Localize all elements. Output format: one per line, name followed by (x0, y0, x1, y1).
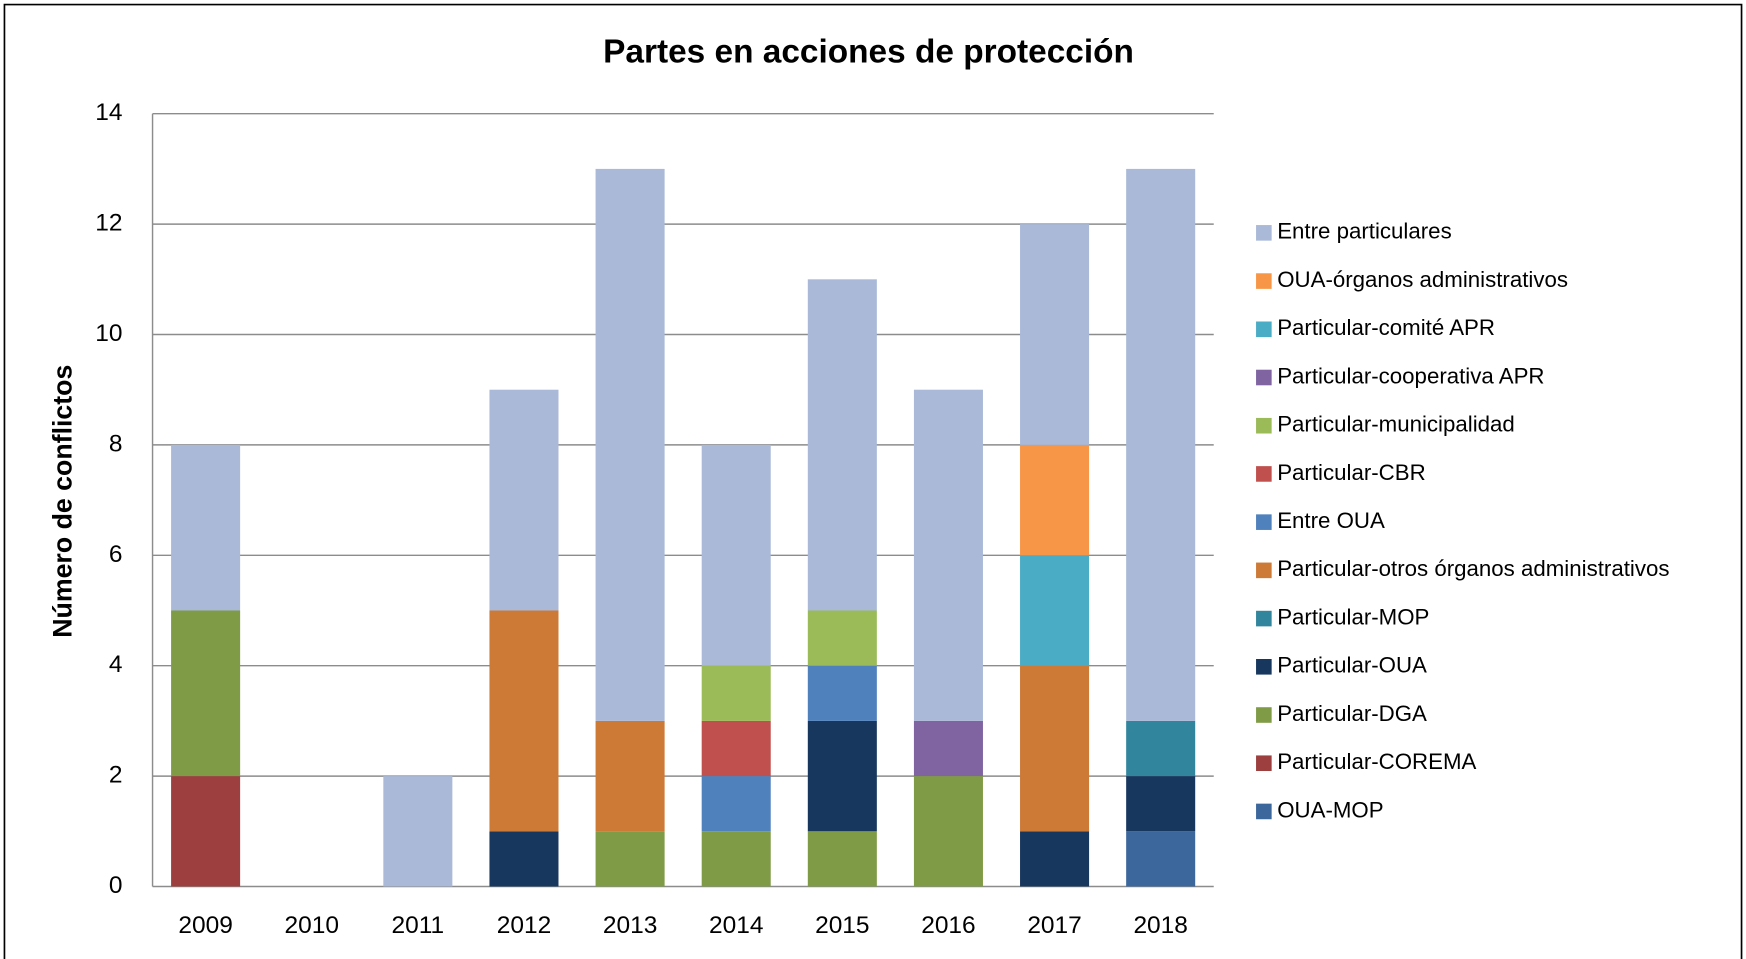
bar-segment (701, 776, 771, 832)
bar-segment (1020, 665, 1090, 832)
bar-segment (1020, 831, 1090, 887)
x-tick-label: 2013 (603, 912, 657, 939)
bar-segment (807, 279, 877, 611)
bar-segment (701, 665, 771, 721)
legend-label: Particular-CBR (1277, 460, 1425, 485)
legend-label: Particular-comité APR (1277, 315, 1495, 340)
x-tick-label: 2011 (392, 912, 445, 939)
legend-label: Particular-cooperativa APR (1277, 363, 1544, 388)
bar-segment (913, 776, 983, 887)
x-tick-label: 2017 (1027, 912, 1081, 939)
legend-label: Entre OUA (1277, 508, 1385, 533)
y-tick-label: 8 (109, 430, 123, 457)
bar-segment (489, 610, 559, 832)
bar-segment (1126, 720, 1196, 777)
legend-swatch (1256, 562, 1272, 579)
bar-segment (595, 168, 665, 721)
legend-label: Particular-COREMA (1277, 749, 1476, 774)
legend-swatch (1256, 514, 1272, 530)
legend-swatch (1256, 755, 1272, 772)
legend-label: Entre particulares (1277, 219, 1452, 244)
x-tick-label: 2014 (709, 912, 763, 939)
bar-segment (913, 389, 983, 721)
legend-swatch (1256, 610, 1272, 627)
bar-segment (1126, 776, 1196, 832)
y-tick-label: 4 (109, 651, 123, 678)
legend-swatch (1256, 225, 1272, 241)
bar-segment (701, 720, 771, 777)
legend-swatch (1256, 707, 1272, 723)
bar-segment (489, 831, 559, 887)
bar-segment (171, 776, 241, 887)
legend-swatch (1256, 658, 1272, 675)
bar-segment (489, 389, 559, 611)
bar-segment (171, 610, 241, 777)
legend-label: Particular-DGA (1277, 701, 1427, 726)
y-tick-label: 6 (109, 541, 123, 568)
y-tick-label: 10 (95, 320, 122, 347)
y-tick-label: 12 (95, 210, 122, 237)
y-axis-label: Número de conflictos (48, 365, 78, 638)
bar-segment (1020, 555, 1090, 666)
legend-swatch (1256, 369, 1272, 386)
y-tick-label: 14 (95, 99, 122, 126)
bar-segment (807, 720, 877, 832)
y-tick-label: 0 (109, 872, 123, 899)
bar-segment (595, 831, 665, 887)
bar-segment (913, 720, 983, 777)
legend-label: OUA-MOP (1277, 797, 1383, 822)
legend-swatch (1256, 417, 1272, 434)
legend-label: Particular-municipalidad (1277, 412, 1515, 437)
bar-segment (701, 831, 771, 887)
legend-swatch (1256, 273, 1272, 289)
x-tick-label: 2009 (178, 912, 232, 939)
bar-segment (171, 444, 241, 611)
x-tick-label: 2015 (815, 912, 869, 939)
x-tick-label: 2012 (497, 912, 551, 939)
chart-title: Partes en acciones de protección (603, 33, 1134, 70)
bar-segment (383, 776, 453, 887)
x-tick-label: 2010 (284, 912, 338, 939)
legend-swatch (1256, 803, 1272, 820)
bar-segment (701, 444, 771, 666)
bar-segment (1126, 168, 1196, 721)
bar-segment (595, 720, 665, 832)
bar-segment (1126, 831, 1196, 887)
chart-frame (3, 3, 1743, 959)
legend-swatch (1256, 321, 1272, 338)
legend-label: Particular-otros órganos administrativos (1277, 556, 1669, 581)
x-tick-label: 2016 (921, 912, 975, 939)
bar-segment (1020, 444, 1090, 556)
y-tick-label: 2 (109, 762, 123, 789)
legend-label: OUA-órganos administrativos (1277, 267, 1568, 292)
legend-label: Particular-MOP (1277, 604, 1429, 629)
bar-segment (807, 610, 877, 666)
legend-label: Particular-OUA (1277, 653, 1427, 678)
legend-swatch (1256, 466, 1272, 482)
bar-segment (1020, 224, 1090, 445)
bar-segment (807, 665, 877, 721)
x-tick-label: 2018 (1133, 912, 1187, 939)
bar-segment (807, 831, 877, 887)
